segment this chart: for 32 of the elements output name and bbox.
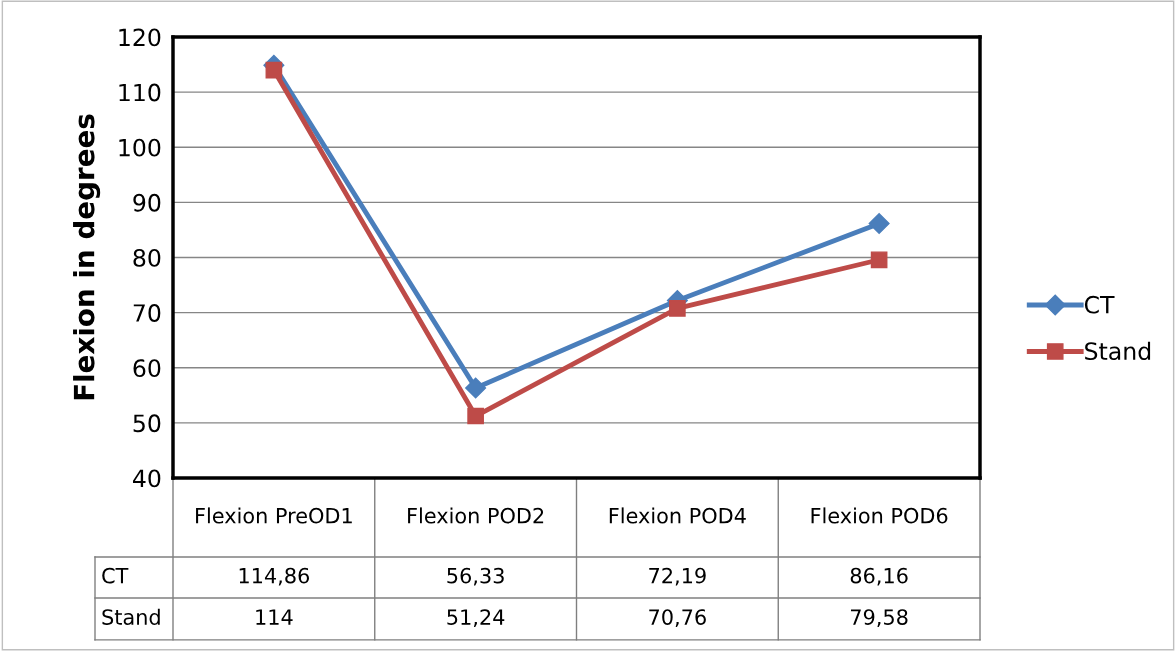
x-tick-label: Flexion POD6 — [811, 507, 948, 524]
y-tick-label: 110 — [119, 83, 161, 102]
text: CT — [102, 567, 129, 584]
y-tick-label: 90 — [133, 193, 161, 212]
point — [868, 213, 890, 235]
point — [467, 407, 484, 425]
data-label: 79,58 — [851, 609, 908, 628]
data-label: 70,76 — [649, 609, 706, 628]
data-label: 51,24 — [447, 609, 505, 628]
x-tick-label: Flexion POD4 — [609, 507, 746, 524]
y-axis-title: Flexion in degrees — [73, 114, 101, 400]
y-tick-label: 100 — [119, 138, 161, 157]
legend-label: CT — [1084, 295, 1115, 314]
y-tick-label: 60 — [133, 359, 161, 378]
data-label: 56,33 — [447, 567, 504, 586]
x-tick-label: Flexion PreOD1 — [196, 507, 352, 524]
y-tick-label: 80 — [133, 248, 161, 267]
point — [465, 377, 487, 399]
data-label: 86,16 — [850, 567, 908, 586]
x-tick-label: Flexion POD2 — [408, 507, 544, 524]
data-label: 114,86 — [239, 567, 310, 586]
data-label: 72,19 — [649, 567, 706, 586]
legend-label: Stand — [1085, 341, 1151, 361]
point — [870, 251, 888, 269]
y-tick-label: 70 — [133, 304, 161, 322]
data-label: 114 — [256, 609, 293, 625]
point — [265, 61, 283, 79]
y-tick-label: 40 — [133, 469, 161, 488]
y-tick-label: 50 — [133, 414, 161, 433]
text: Stand — [102, 608, 160, 625]
y-tick-label: 120 — [119, 28, 161, 47]
point — [669, 300, 686, 317]
